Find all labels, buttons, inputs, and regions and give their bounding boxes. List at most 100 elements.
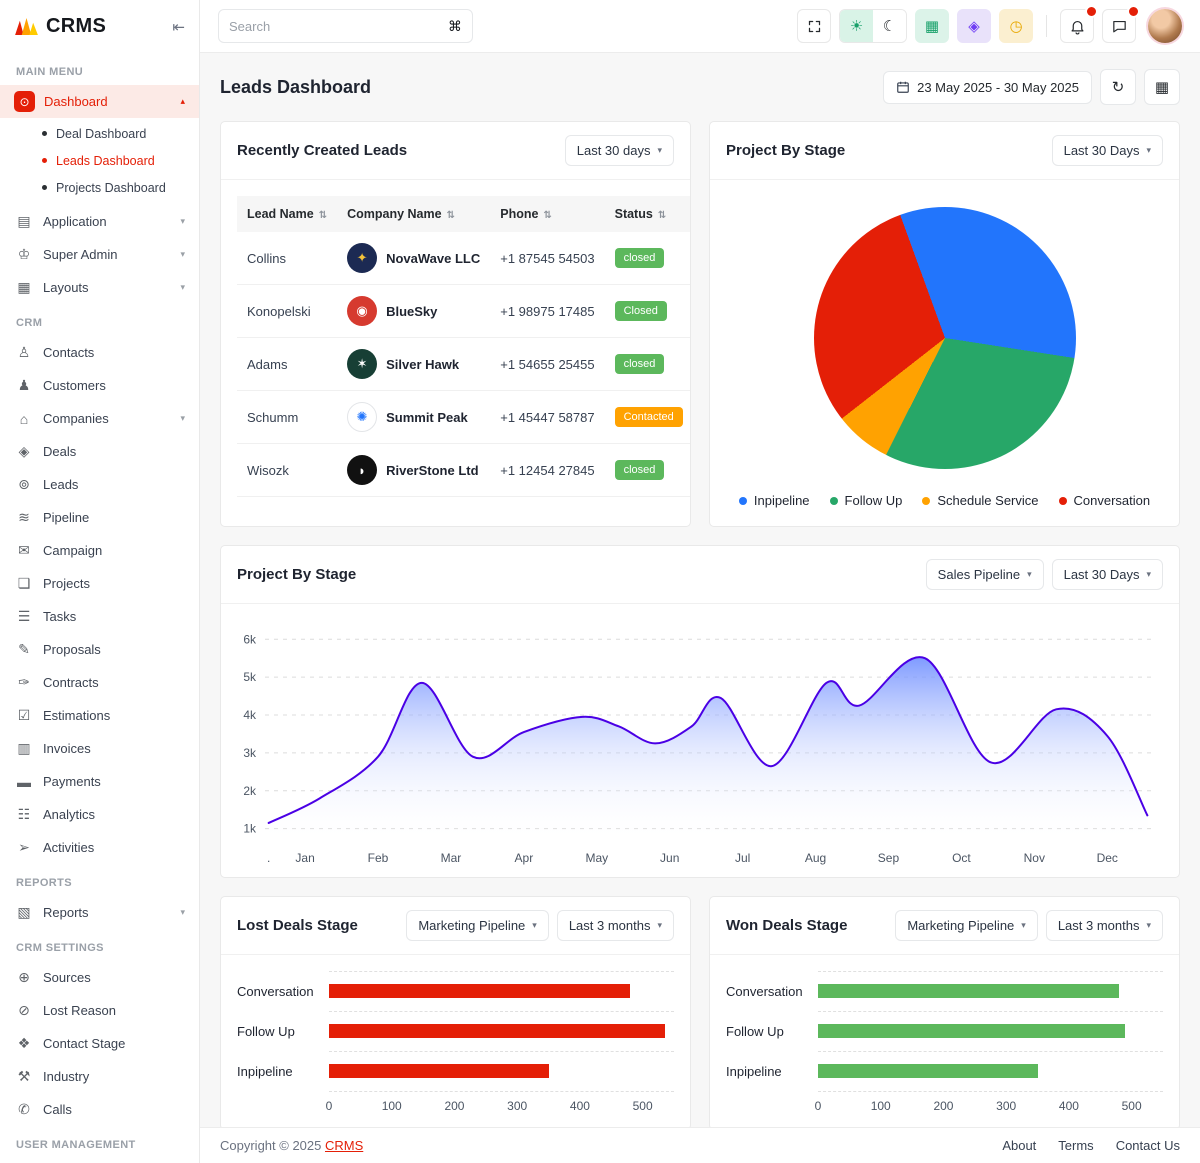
pipeline-filter-dropdown[interactable]: Sales Pipeline ▾ xyxy=(925,559,1044,590)
sidebar-item-contracts[interactable]: ✑ Contracts xyxy=(0,666,199,699)
pie-chart[interactable] xyxy=(813,207,1076,469)
table-row[interactable]: Schumm ✺ Summit Peak +1 45447 58787 Contacte… xyxy=(237,390,690,444)
sidebar-item-lost-reason[interactable]: ⊘ Lost Reason xyxy=(0,994,199,1027)
footer-brand-link[interactable]: CRMS xyxy=(324,1138,364,1153)
sidebar-item-customers[interactable]: ♟ Customers xyxy=(0,369,199,402)
top-cards-row: Recently Created Leads Last 30 days ▾ Le… xyxy=(220,121,1180,527)
sidebar-item-industry[interactable]: ⚒ Industry xyxy=(0,1060,199,1093)
messages-button[interactable] xyxy=(1102,5,1140,43)
legend-item-follow-up[interactable]: Follow Up xyxy=(829,493,902,508)
sidebar-item-calls[interactable]: ✆ Calls xyxy=(0,1093,199,1126)
column-label: Phone xyxy=(500,207,539,221)
dropdown-value: Marketing Pipeline xyxy=(907,918,1015,933)
sort-icon[interactable]: ⇅ xyxy=(657,210,667,221)
chevron-down-icon: ▾ xyxy=(657,145,662,155)
column-header-lead-name[interactable]: Lead Name ⇅ xyxy=(237,196,338,232)
sidebar-collapse-button[interactable]: ⇤ xyxy=(172,18,185,36)
recent-leads-filter-dropdown[interactable]: Last 30 days ▾ xyxy=(564,135,674,166)
table-row[interactable]: Wisozk ◗ RiverStone Ltd +1 12454 27845 close… xyxy=(237,443,690,497)
sidebar-item-label: Deals xyxy=(43,444,77,459)
sidebar-item-campaign[interactable]: ✉ Campaign xyxy=(0,534,199,567)
won-period-dropdown[interactable]: Last 3 months ▾ xyxy=(1045,910,1163,941)
sort-icon[interactable]: ⇅ xyxy=(318,210,328,221)
sidebar-item-estimations[interactable]: ☑ Estimations xyxy=(0,699,199,732)
apps-grid-icon: ▦ xyxy=(924,18,940,35)
sidebar-item-invoices[interactable]: ▥ Invoices xyxy=(0,732,199,765)
sidebar-item-payments[interactable]: ▬ Payments xyxy=(0,765,199,798)
sidebar-item-sources[interactable]: ⊕ Sources xyxy=(0,961,199,994)
card-title: Project By Stage xyxy=(726,142,846,159)
sidebar-item-proposals[interactable]: ✎ Proposals xyxy=(0,633,199,666)
sidebar-item-tasks[interactable]: ☰ Tasks xyxy=(0,600,199,633)
column-header-status[interactable]: Status ⇅ xyxy=(604,196,690,232)
bullet-icon xyxy=(42,158,47,163)
collapse-panels-button[interactable]: ▦ xyxy=(1144,69,1180,105)
theme-light-button[interactable]: ☀ xyxy=(840,10,873,42)
company-cell: ✺ Summit Peak xyxy=(337,390,491,444)
notifications-button[interactable] xyxy=(1060,5,1098,43)
crms-logo[interactable]: CRMS xyxy=(14,15,106,38)
sidebar-item-deals[interactable]: ◈ Deals xyxy=(0,435,199,468)
column-label: Status xyxy=(614,207,653,221)
sidebar-subitem-label: Projects Dashboard xyxy=(56,180,166,195)
column-header-company-name[interactable]: Company Name ⇅ xyxy=(337,196,491,232)
calendar-icon xyxy=(897,81,909,93)
axis-tick: 500 xyxy=(1121,1099,1142,1113)
sort-icon[interactable]: ⇅ xyxy=(543,210,552,221)
area-chart[interactable]: 1k 2k 3k 4k 5k 6k. Jan Feb Mar Apr May Jun Jul Aug Sep… xyxy=(225,614,1167,873)
sidebar-item-leads-dashboard[interactable]: Leads Dashboard xyxy=(0,147,199,174)
table-row[interactable]: Collins ✦ NovaWave LLC +1 87545 54503 closed xyxy=(237,232,690,285)
sources-icon: ⊕ xyxy=(18,969,30,985)
sidebar-item-layouts[interactable]: ▦ Layouts ▾ xyxy=(0,271,199,304)
sidebar-item-label: Companies xyxy=(43,411,109,426)
legend-item-conversation[interactable]: Conversation xyxy=(1058,493,1150,508)
area-period-dropdown[interactable]: Last 30 Days ▾ xyxy=(1051,559,1163,590)
footer-link-contact-us[interactable]: Contact Us xyxy=(1115,1138,1180,1153)
won-deals-chart[interactable]: Conversation Follow Up Inpipeline 0 100 200 30… xyxy=(710,955,1179,1123)
sidebar-item-super-admin[interactable]: ♔ Super Admin ▾ xyxy=(0,238,199,271)
gridline xyxy=(818,1011,1163,1012)
column-header-phone[interactable]: Phone ⇅ xyxy=(490,196,605,232)
admin-panel-button[interactable]: ◈ xyxy=(957,9,991,43)
customers-icon: ♟ xyxy=(17,377,31,393)
sidebar-item-dashboard[interactable]: ⊙ Dashboard ▴ xyxy=(0,85,199,118)
legend-item-schedule-service[interactable]: Schedule Service xyxy=(922,493,1039,508)
user-avatar[interactable] xyxy=(1148,9,1182,43)
sidebar-item-projects-dashboard[interactable]: Projects Dashboard xyxy=(0,174,199,201)
sidebar-item-activities[interactable]: ➢ Activities xyxy=(0,831,199,864)
lost-deals-chart[interactable]: Conversation Follow Up Inpipeline 0 100 200 30… xyxy=(221,955,690,1123)
sidebar-item-projects[interactable]: ❏ Projects xyxy=(0,567,199,600)
footer-link-terms[interactable]: Terms xyxy=(1058,1138,1094,1153)
card-title: Won Deals Stage xyxy=(726,917,848,934)
sidebar-item-pipeline[interactable]: ≋ Pipeline xyxy=(0,501,199,534)
pie-filter-dropdown[interactable]: Last 30 Days ▾ xyxy=(1051,135,1163,166)
sidebar-item-analytics[interactable]: ☷ Analytics xyxy=(0,798,199,831)
lost-period-dropdown[interactable]: Last 3 months ▾ xyxy=(556,910,674,941)
clock-icon: ◷ xyxy=(1009,18,1023,35)
sort-icon[interactable]: ⇅ xyxy=(446,210,455,221)
history-button[interactable]: ◷ xyxy=(999,9,1033,43)
date-range-button[interactable]: 23 May 2025 - 30 May 2025 xyxy=(883,70,1092,104)
card-title: Recently Created Leads xyxy=(237,142,408,159)
footer-link-about[interactable]: About xyxy=(1002,1138,1037,1153)
sidebar-item-companies[interactable]: ⌂ Companies ▾ xyxy=(0,402,199,435)
fullscreen-button[interactable] xyxy=(797,9,831,43)
refresh-button[interactable]: ↻ xyxy=(1100,69,1136,105)
sidebar-item-contact-stage[interactable]: ❖ Contact Stage xyxy=(0,1027,199,1060)
legend-item-inpipeline[interactable]: Inpipeline xyxy=(738,493,810,508)
contacts-icon: ♙ xyxy=(17,344,31,360)
search-input[interactable] xyxy=(229,18,440,34)
sidebar-item-deal-dashboard[interactable]: Deal Dashboard xyxy=(0,120,199,147)
sidebar-item-application[interactable]: ▤ Application ▾ xyxy=(0,205,199,238)
sidebar-item-contacts[interactable]: ♙ Contacts xyxy=(0,336,199,369)
lost-pipeline-dropdown[interactable]: Marketing Pipeline ▾ xyxy=(406,910,549,941)
apps-button[interactable]: ▦ xyxy=(915,9,949,43)
sidebar-item-leads[interactable]: ⊚ Leads xyxy=(0,468,199,501)
won-pipeline-dropdown[interactable]: Marketing Pipeline ▾ xyxy=(895,910,1038,941)
theme-dark-button[interactable]: ☾ xyxy=(873,10,906,42)
table-row[interactable]: Adams ✶ Silver Hawk +1 54655 25455 closed xyxy=(237,337,690,391)
table-row[interactable]: Konopelski ◉ BlueSky +1 98975 17485 Closed xyxy=(237,284,690,338)
sidebar-item-reports[interactable]: ▧ Reports ▾ xyxy=(0,896,199,929)
status-badge: Closed xyxy=(614,301,667,321)
